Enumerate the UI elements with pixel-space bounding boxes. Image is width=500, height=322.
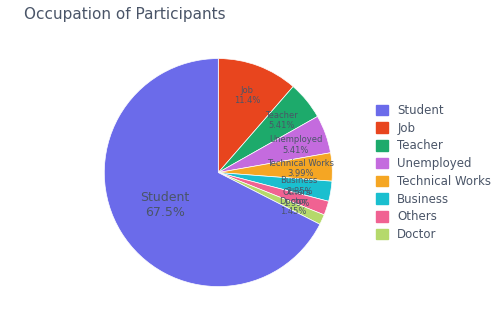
Wedge shape (218, 173, 324, 224)
Text: Student
67.5%: Student 67.5% (140, 191, 190, 219)
Text: Technical Works
3.99%: Technical Works 3.99% (267, 159, 334, 178)
Text: Unemployed
5.41%: Unemployed 5.41% (269, 135, 322, 155)
Text: Job
11.4%: Job 11.4% (234, 86, 260, 105)
Legend: Student, Job, Teacher, Unemployed, Technical Works, Business, Others, Doctor: Student, Job, Teacher, Unemployed, Techn… (372, 100, 494, 245)
Wedge shape (218, 153, 332, 181)
Wedge shape (218, 87, 318, 173)
Text: Doctor
1.45%: Doctor 1.45% (279, 197, 307, 216)
Text: Business
2.85%: Business 2.85% (280, 176, 318, 196)
Wedge shape (218, 173, 328, 215)
Wedge shape (218, 173, 332, 201)
Text: Occupation of Participants: Occupation of Participants (24, 7, 226, 22)
Wedge shape (218, 59, 293, 173)
Wedge shape (218, 117, 330, 173)
Text: Others
1.99%: Others 1.99% (282, 188, 310, 208)
Wedge shape (104, 59, 320, 287)
Text: Teacher
5.41%: Teacher 5.41% (266, 111, 298, 130)
